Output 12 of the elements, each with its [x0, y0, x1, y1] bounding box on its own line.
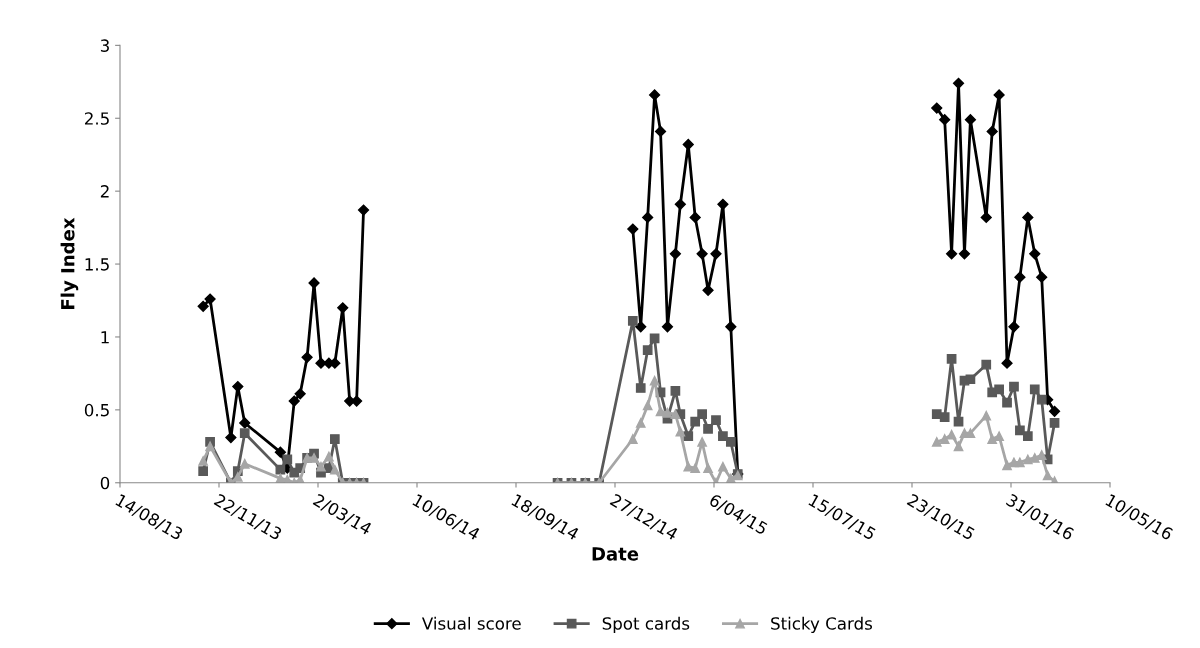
y-tick-label: 1 — [101, 331, 109, 344]
y-tick-label: 3 — [100, 39, 109, 52]
legend-label: Visual score — [421, 616, 521, 630]
legend-label: Spot cards — [602, 616, 690, 633]
y-tick-label: 1.5 — [85, 258, 109, 271]
y-tick-label: 2.5 — [84, 112, 109, 125]
y-axis-title: Fly Index — [60, 217, 79, 309]
y-tick-label: 2 — [100, 185, 109, 198]
y-tick-label: 0.5 — [84, 403, 109, 417]
y-tick-label: 0 — [100, 476, 110, 490]
x-axis-title: Date — [592, 547, 639, 561]
legend-label: Sticky Cards — [771, 616, 873, 633]
